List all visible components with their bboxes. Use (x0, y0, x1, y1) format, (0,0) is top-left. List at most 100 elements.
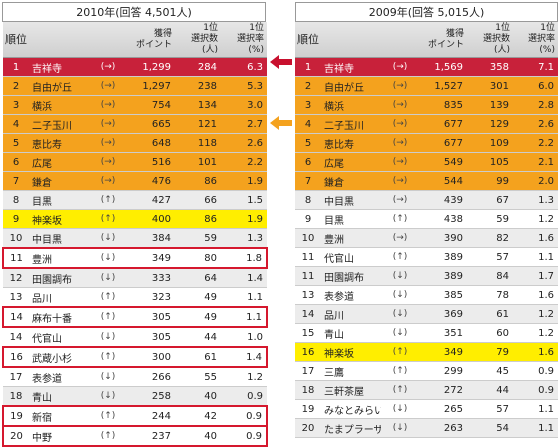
rank-cell: 7 (3, 171, 29, 191)
rank-cell: 17 (295, 361, 321, 381)
table-row: 9 神楽坂 (↑) 400 86 1.9 (3, 209, 267, 229)
area-name-cell: 自由が丘 (321, 76, 381, 96)
table-row: 14 品川 (↓) 369 61 1.2 (295, 304, 558, 324)
table-row: 20 中野 (↑) 237 40 0.9 (2, 425, 268, 447)
trend-cell: (↓) (89, 386, 127, 407)
rank-cell: 14 (3, 327, 29, 348)
area-name-cell: 吉祥寺 (321, 57, 381, 77)
trend-cell: (↑) (89, 425, 127, 447)
trend-cell: (↓) (381, 418, 419, 438)
trend-cell: (↑) (381, 361, 419, 381)
points-cell: 263 (419, 418, 467, 438)
table-row: 14 麻布十番 (↑) 305 49 1.1 (2, 306, 268, 328)
rate-cell: 5.3 (221, 76, 267, 96)
votes-cell: 40 (175, 425, 221, 447)
rank-cell: 5 (3, 133, 29, 153)
rate-cell: 1.1 (513, 399, 558, 419)
points-cell: 333 (127, 268, 175, 288)
table-row: 3 横浜 (→) 835 139 2.8 (295, 95, 558, 115)
rate-cell: 2.0 (513, 171, 558, 191)
votes-cell: 80 (175, 247, 221, 269)
area-name-cell: 中目黒 (29, 228, 89, 249)
votes-cell: 129 (467, 114, 513, 134)
header-points-label: 獲得 ポイント (135, 28, 172, 50)
rate-cell: 1.1 (513, 418, 558, 438)
rate-cell: 0.9 (221, 386, 267, 407)
table-row: 7 鎌倉 (→) 544 99 2.0 (295, 171, 558, 191)
trend-cell: (→) (381, 114, 419, 134)
points-cell: 244 (127, 405, 175, 427)
rank-cell: 14 (295, 304, 321, 324)
trend-cell: (↓) (89, 327, 127, 348)
votes-cell: 101 (175, 152, 221, 172)
rank-cell: 11 (295, 247, 321, 267)
points-cell: 677 (419, 133, 467, 153)
rank-cell: 6 (3, 152, 29, 172)
votes-cell: 66 (175, 190, 221, 210)
points-cell: 385 (419, 285, 467, 305)
points-cell: 1,527 (419, 76, 467, 96)
table-row: 8 中目黒 (→) 439 67 1.3 (295, 190, 558, 210)
rank-cell: 11 (2, 247, 29, 269)
area-name-cell: 目黒 (29, 190, 89, 210)
table-row: 1 吉祥寺 (→) 1,569 358 7.1 (295, 57, 558, 77)
area-name-cell: 中目黒 (321, 190, 381, 210)
rate-cell: 1.2 (513, 304, 558, 324)
table-row: 10 豊洲 (→) 390 82 1.6 (295, 228, 558, 248)
rank-cell: 20 (2, 425, 29, 447)
rank-cell: 1 (295, 57, 321, 77)
area-name-cell: 横浜 (29, 95, 89, 115)
votes-cell: 59 (467, 209, 513, 229)
points-cell: 258 (127, 386, 175, 407)
trend-cell: (→) (381, 95, 419, 115)
trend-cell: (↓) (89, 247, 127, 269)
rate-cell: 1.1 (513, 247, 558, 267)
rate-cell: 1.4 (221, 346, 268, 368)
votes-cell: 79 (467, 342, 513, 362)
rate-cell: 1.4 (221, 268, 267, 288)
points-cell: 677 (419, 114, 467, 134)
table-row: 6 広尾 (→) 549 105 2.1 (295, 152, 558, 172)
rate-cell: 1.9 (221, 209, 267, 229)
area-name-cell: 鎌倉 (29, 171, 89, 191)
trend-cell: (↑) (381, 247, 419, 267)
rank-cell: 1 (3, 57, 29, 77)
points-cell: 390 (419, 228, 467, 248)
points-cell: 349 (127, 247, 175, 269)
points-cell: 439 (419, 190, 467, 210)
points-cell: 648 (127, 133, 175, 153)
rank-cell: 3 (295, 95, 321, 115)
area-name-cell: 新宿 (29, 405, 89, 427)
trend-cell: (→) (89, 114, 127, 134)
trend-cell: (→) (89, 171, 127, 191)
points-cell: 349 (419, 342, 467, 362)
rank-cell: 19 (295, 399, 321, 419)
votes-cell: 284 (175, 57, 221, 77)
votes-cell: 118 (175, 133, 221, 153)
area-name-cell: 横浜 (321, 95, 381, 115)
rate-cell: 1.1 (221, 287, 267, 308)
trend-cell: (↓) (381, 323, 419, 343)
points-cell: 1,299 (127, 57, 175, 77)
points-cell: 299 (419, 361, 467, 381)
votes-cell: 64 (175, 268, 221, 288)
points-cell: 305 (127, 327, 175, 348)
table-row: 16 神楽坂 (↑) 349 79 1.6 (295, 342, 558, 362)
table-row: 2 自由が丘 (→) 1,527 301 6.0 (295, 76, 558, 96)
votes-cell: 61 (467, 304, 513, 324)
trend-cell: (↓) (381, 285, 419, 305)
points-cell: 427 (127, 190, 175, 210)
points-cell: 476 (127, 171, 175, 191)
area-name-cell: 恵比寿 (29, 133, 89, 153)
area-name-cell: 自由が丘 (29, 76, 89, 96)
table-header: 順位 獲得 ポイント 1位 選択数(人) 1位 選択率(%) (3, 22, 267, 58)
area-name-cell: 豊洲 (321, 228, 381, 248)
votes-cell: 358 (467, 57, 513, 77)
area-name-cell: 三軒茶屋 (321, 380, 381, 400)
table-row: 15 青山 (↓) 351 60 1.2 (295, 323, 558, 343)
trend-cell: (↑) (381, 209, 419, 229)
header-votes-label: 1位 選択数(人) (482, 23, 510, 55)
header-rank: 順位 (3, 22, 29, 58)
table-row: 4 二子玉川 (→) 665 121 2.7 (3, 114, 267, 134)
area-name-cell: 目黒 (321, 209, 381, 229)
